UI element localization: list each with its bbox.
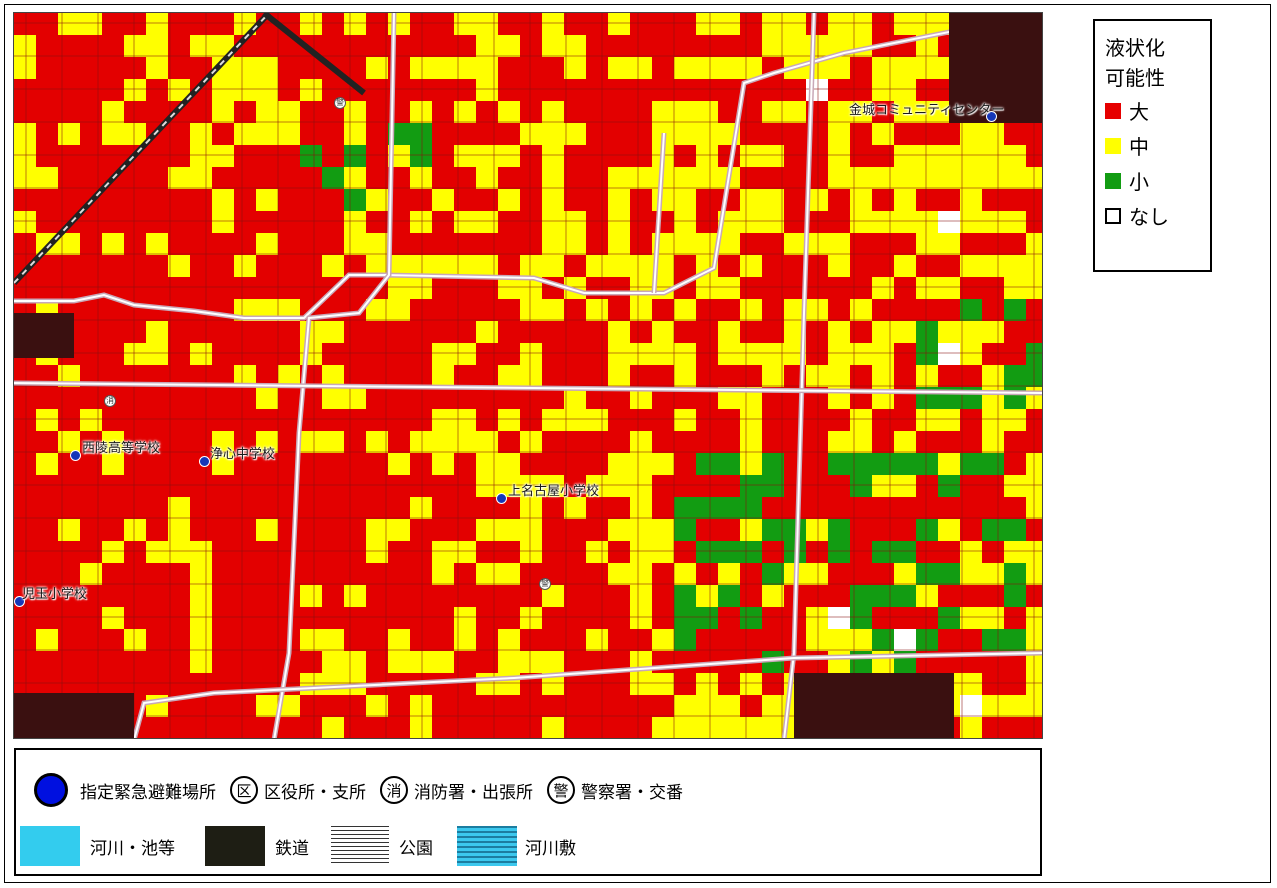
map-canvas	[14, 13, 1042, 738]
fire-station-icon[interactable]: 消	[104, 395, 116, 407]
shelter-dot-icon[interactable]	[986, 111, 997, 122]
medium-swatch-icon	[1105, 137, 1121, 154]
emergency-shelter-dot-icon	[34, 773, 68, 807]
legend-item-low: 小	[1105, 163, 1210, 198]
low-swatch-icon	[1105, 172, 1121, 189]
high-swatch-icon	[1105, 102, 1121, 119]
legend-fire-station: 消 消防署・出張所	[380, 776, 533, 804]
legend-title-line1: 液状化	[1105, 36, 1165, 60]
legend-label-medium: 中	[1129, 135, 1149, 159]
police-box-icon[interactable]: 警	[539, 578, 551, 590]
symbol-legend-row-2: 河川・池等 鉄道 公園 河川敷	[20, 824, 576, 868]
legend-emergency-shelter: 指定緊急避難場所	[34, 773, 216, 807]
symbol-legend-row-1: 指定緊急避難場所 区 区役所・支所 消 消防署・出張所 警 警察署・交番	[34, 768, 683, 812]
none-swatch-icon	[1105, 207, 1121, 224]
symbol-legend: 指定緊急避難場所 区 区役所・支所 消 消防署・出張所 警 警察署・交番 河川・…	[14, 748, 1042, 876]
park-swatch-icon	[331, 826, 389, 866]
legend-park-label: 公園	[399, 838, 433, 859]
legend-police-station: 警 警察署・交番	[547, 776, 683, 804]
shelter-dot-icon[interactable]	[199, 456, 210, 467]
legend-railway: 鉄道	[205, 826, 309, 866]
railway-swatch-icon	[205, 826, 265, 866]
map-label-kaminagoya-elementary: 上名古屋小学校	[508, 484, 600, 499]
ward-office-icon: 区	[230, 776, 258, 804]
legend-police-station-label: 警察署・交番	[581, 782, 683, 803]
legend-fire-station-label: 消防署・出張所	[414, 782, 533, 803]
legend-title-line2: 可能性	[1105, 66, 1165, 90]
page-frame	[4, 4, 1271, 883]
legend-riverbed: 河川敷	[457, 826, 576, 866]
police-box-icon[interactable]: 警	[334, 97, 346, 109]
legend-item-high: 大	[1105, 93, 1210, 128]
shelter-dot-icon[interactable]	[14, 596, 25, 607]
legend-item-medium: 中	[1105, 128, 1210, 163]
legend-item-none: なし	[1105, 198, 1210, 233]
police-station-icon: 警	[547, 776, 575, 804]
legend-ward-office-label: 区役所・支所	[264, 782, 366, 803]
fire-station-icon: 消	[380, 776, 408, 804]
liquefaction-legend: 液状化 可能性 大 中 小 なし	[1093, 19, 1212, 272]
riverbed-swatch-icon	[457, 826, 517, 866]
legend-river-label: 河川・池等	[90, 838, 175, 859]
legend-park: 公園	[331, 826, 433, 866]
map-label-kodama-elementary: 児玉小学校	[22, 587, 88, 602]
map-label-kinjo-community-center: 金城コミュニティセンター	[849, 103, 1005, 118]
legend-label-none: なし	[1129, 205, 1169, 229]
legend-label-high: 大	[1129, 100, 1149, 124]
liquefaction-map[interactable]: 金城コミュニティセンター 西陵高等学校 浄心中学校 上名古屋小学校 児玉小学校 …	[13, 12, 1043, 739]
river-swatch-icon	[20, 826, 80, 866]
shelter-dot-icon[interactable]	[70, 450, 81, 461]
legend-river: 河川・池等	[20, 826, 175, 866]
shelter-dot-icon[interactable]	[496, 493, 507, 504]
legend-ward-office: 区 区役所・支所	[230, 776, 366, 804]
map-label-joshin-junior-high: 浄心中学校	[210, 447, 276, 462]
legend-label-low: 小	[1129, 170, 1149, 194]
legend-riverbed-label: 河川敷	[525, 838, 576, 859]
map-label-seiryo-high-school: 西陵高等学校	[82, 441, 161, 456]
legend-railway-label: 鉄道	[275, 838, 309, 859]
legend-emergency-shelter-label: 指定緊急避難場所	[80, 782, 216, 803]
